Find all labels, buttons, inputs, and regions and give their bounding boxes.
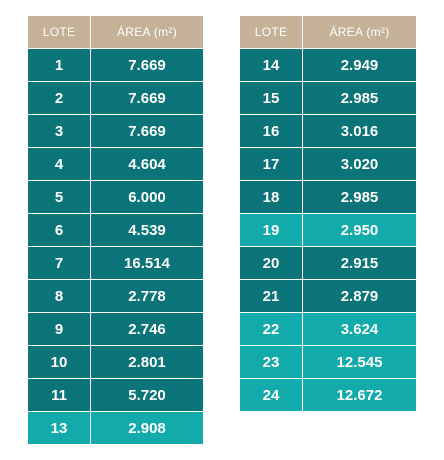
table-row: 21 2.879 bbox=[239, 279, 417, 313]
area-cell: 3.016 bbox=[302, 114, 417, 148]
lote-cell: 14 bbox=[239, 48, 303, 82]
table-row: 4 4.604 bbox=[27, 147, 204, 181]
lote-cell: 13 bbox=[27, 411, 91, 445]
area-cell: 12.545 bbox=[302, 345, 417, 379]
column-header-lote: LOTE bbox=[27, 15, 91, 49]
lote-cell: 7 bbox=[27, 246, 91, 280]
lote-cell: 19 bbox=[239, 213, 303, 247]
table-row: 8 2.778 bbox=[27, 279, 204, 313]
table-row: 20 2.915 bbox=[239, 246, 417, 280]
table-row: 10 2.801 bbox=[27, 345, 204, 379]
table-row: 17 3.020 bbox=[239, 147, 417, 181]
area-cell: 4.539 bbox=[90, 213, 204, 247]
table-row: 19 2.950 bbox=[239, 213, 417, 247]
table-row: 18 2.985 bbox=[239, 180, 417, 214]
area-cell: 2.879 bbox=[302, 279, 417, 313]
area-cell: 2.985 bbox=[302, 81, 417, 115]
lot-area-table-right: LOTE ÁREA (m²) 14 2.949 15 2.985 16 3.016 17 3.… bbox=[239, 15, 417, 412]
area-cell: 2.985 bbox=[302, 180, 417, 214]
area-cell: 2.949 bbox=[302, 48, 417, 82]
area-cell: 2.746 bbox=[90, 312, 204, 346]
lote-cell: 21 bbox=[239, 279, 303, 313]
area-cell: 3.624 bbox=[302, 312, 417, 346]
area-cell: 16.514 bbox=[90, 246, 204, 280]
area-cell: 2.915 bbox=[302, 246, 417, 280]
table-body-left: 1 7.669 2 7.669 3 7.669 4 4.604 5 6.000 6 4.539 7 16.… bbox=[27, 48, 204, 445]
table-row: 3 7.669 bbox=[27, 114, 204, 148]
area-cell: 2.778 bbox=[90, 279, 204, 313]
table-row: 6 4.539 bbox=[27, 213, 204, 247]
lote-cell: 20 bbox=[239, 246, 303, 280]
lote-cell: 2 bbox=[27, 81, 91, 115]
table-row: 9 2.746 bbox=[27, 312, 204, 346]
area-cell: 7.669 bbox=[90, 114, 204, 148]
header-row: LOTE ÁREA (m²) bbox=[27, 15, 204, 49]
column-header-lote: LOTE bbox=[239, 15, 303, 49]
lote-cell: 3 bbox=[27, 114, 91, 148]
table-row: 13 2.908 bbox=[27, 411, 204, 445]
area-cell: 4.604 bbox=[90, 147, 204, 181]
table-row: 23 12.545 bbox=[239, 345, 417, 379]
lote-cell: 5 bbox=[27, 180, 91, 214]
table-row: 1 7.669 bbox=[27, 48, 204, 82]
lote-cell: 18 bbox=[239, 180, 303, 214]
area-cell: 2.950 bbox=[302, 213, 417, 247]
column-header-area: ÁREA (m²) bbox=[90, 15, 204, 49]
table-body-right: 14 2.949 15 2.985 16 3.016 17 3.020 18 2.985 19 2.9… bbox=[239, 48, 417, 412]
table-row: 24 12.672 bbox=[239, 378, 417, 412]
lote-cell: 10 bbox=[27, 345, 91, 379]
area-cell: 12.672 bbox=[302, 378, 417, 412]
table-row: 22 3.624 bbox=[239, 312, 417, 346]
table-row: 14 2.949 bbox=[239, 48, 417, 82]
area-cell: 2.801 bbox=[90, 345, 204, 379]
lote-cell: 23 bbox=[239, 345, 303, 379]
column-header-area: ÁREA (m²) bbox=[302, 15, 417, 49]
lote-cell: 16 bbox=[239, 114, 303, 148]
area-cell: 7.669 bbox=[90, 81, 204, 115]
lote-cell: 11 bbox=[27, 378, 91, 412]
lote-cell: 9 bbox=[27, 312, 91, 346]
lote-cell: 24 bbox=[239, 378, 303, 412]
lot-area-table-left: LOTE ÁREA (m²) 1 7.669 2 7.669 3 7.669 4 4.604 5… bbox=[27, 15, 204, 445]
table-row: 11 5.720 bbox=[27, 378, 204, 412]
lote-cell: 8 bbox=[27, 279, 91, 313]
area-cell: 3.020 bbox=[302, 147, 417, 181]
table-row: 7 16.514 bbox=[27, 246, 204, 280]
table-row: 5 6.000 bbox=[27, 180, 204, 214]
area-cell: 6.000 bbox=[90, 180, 204, 214]
header-row: LOTE ÁREA (m²) bbox=[239, 15, 417, 49]
lote-cell: 22 bbox=[239, 312, 303, 346]
lote-cell: 4 bbox=[27, 147, 91, 181]
lote-cell: 1 bbox=[27, 48, 91, 82]
lote-cell: 6 bbox=[27, 213, 91, 247]
area-cell: 2.908 bbox=[90, 411, 204, 445]
lote-cell: 17 bbox=[239, 147, 303, 181]
area-cell: 5.720 bbox=[90, 378, 204, 412]
table-row: 2 7.669 bbox=[27, 81, 204, 115]
table-row: 15 2.985 bbox=[239, 81, 417, 115]
area-cell: 7.669 bbox=[90, 48, 204, 82]
lote-cell: 15 bbox=[239, 81, 303, 115]
table-row: 16 3.016 bbox=[239, 114, 417, 148]
